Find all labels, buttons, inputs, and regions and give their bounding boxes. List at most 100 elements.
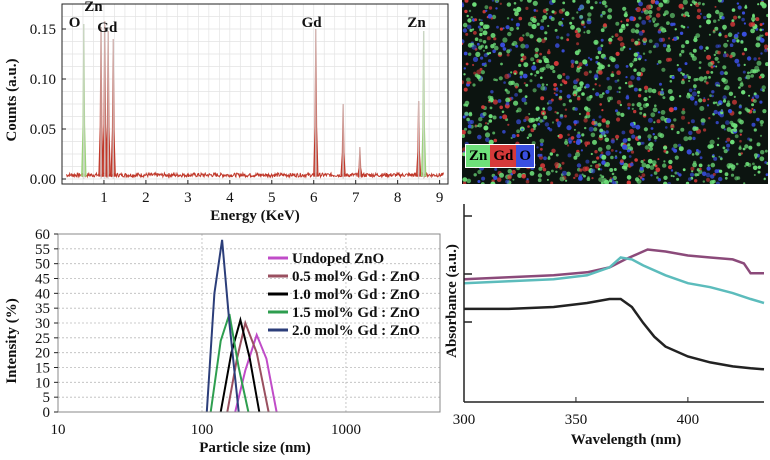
map-dot [555,93,558,97]
edx-frame [61,3,449,185]
map-dot [586,111,590,116]
map-dot [567,133,570,137]
map-dot [722,146,726,150]
map-dot [531,18,537,23]
abs-axes: 300 350 400 [453,204,764,428]
map-dot [673,36,678,41]
map-dot [590,132,596,138]
map-dot [463,67,466,70]
map-dot [753,99,757,103]
map-dot [703,128,707,132]
map-dot [477,180,481,183]
abs-series-line [463,256,765,305]
map-dot [580,149,583,152]
map-dot [619,28,623,33]
map-dot [537,173,543,178]
map-dot [474,124,478,127]
map-dot [615,51,620,57]
map-dot [504,73,510,79]
map-dot [708,33,711,36]
map-dot [735,162,739,166]
map-dot [463,51,468,56]
map-dot [650,112,656,118]
map-dot [571,16,575,20]
map-dot [601,0,607,6]
map-dot [536,83,541,88]
map-dot [570,64,575,69]
map-dot [626,94,629,98]
map-dot [719,157,723,161]
map-dot [547,50,551,55]
map-dot [638,175,641,178]
map-dot [611,178,614,181]
map-dot [467,124,472,129]
map-dot [698,169,703,174]
map-dot [519,0,523,2]
map-dot [720,110,724,115]
map-dot [674,28,677,31]
map-dot [525,6,529,10]
map-dot [722,65,727,70]
map-dot [476,42,480,46]
map-dot [515,44,519,48]
map-dot [586,96,592,102]
map-dot [759,134,763,137]
map-dot [712,30,716,34]
dls-series-line [226,319,270,413]
map-dot [474,18,478,22]
map-dot [706,166,711,171]
map-dot [619,103,623,107]
map-dot [538,155,544,160]
map-dot [736,2,740,5]
map-dot [655,167,661,173]
map-dot [722,24,727,30]
edx-xtick-label: 8 [394,190,402,206]
map-dot [760,52,763,55]
map-dot [579,85,583,89]
map-dot [460,42,464,45]
map-dot [581,20,585,25]
map-dot [490,44,495,49]
map-dot [561,161,565,165]
map-dot [614,156,618,160]
map-dot [748,145,753,150]
map-dot [759,34,762,38]
map-dot [579,168,583,172]
map-dot [477,134,482,140]
map-dot [492,131,496,135]
map-dot [663,160,666,163]
map-dot [464,127,467,131]
map-dot [584,166,590,171]
map-dot [664,0,670,4]
map-dot [526,136,530,139]
map-dot [482,112,487,116]
map-dot [577,65,580,69]
map-dot [694,126,699,131]
map-dot [752,165,758,171]
map-dot [753,174,756,176]
map-dot [714,169,719,174]
map-dot [637,38,640,41]
map-dot [654,139,657,142]
map-dot [516,129,520,134]
map-dot [738,111,742,115]
map-dot [542,167,547,172]
map-dot [764,161,768,164]
map-dot [598,115,602,119]
map-dot [589,58,593,61]
map-dot [592,88,595,91]
map-dot [518,63,522,67]
map-dot [523,82,526,85]
map-dot [683,74,688,79]
map-dot [625,18,630,22]
map-dot [499,27,503,31]
map-dot [622,45,626,49]
map-dot [736,39,740,43]
map-dot [647,158,653,164]
map-dot [562,72,566,76]
map-dot [753,57,757,61]
edx-xtick-label: 7 [352,190,360,206]
map-dot [656,63,659,65]
map-dot [753,108,756,112]
map-dot [653,135,658,140]
